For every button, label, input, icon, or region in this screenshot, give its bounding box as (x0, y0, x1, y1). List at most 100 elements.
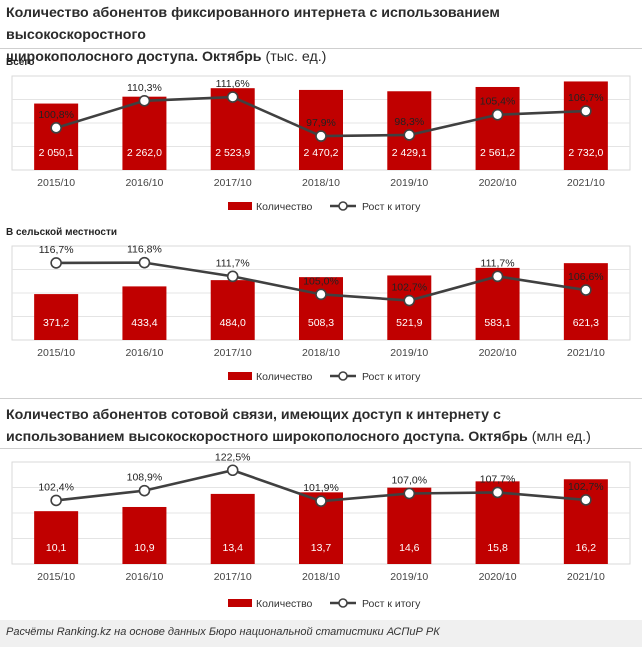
legend-line-marker (338, 201, 348, 211)
line-marker (315, 495, 327, 507)
x-tick-label: 2015/10 (37, 571, 75, 583)
line-marker (50, 122, 62, 134)
legend-line-label: Рост к итогу (362, 371, 421, 383)
line-marker (138, 94, 151, 107)
x-tick-label: 2021/10 (567, 177, 605, 189)
bar (299, 277, 343, 340)
line-marker (491, 270, 504, 283)
bar-value-label: 2 561,2 (480, 147, 515, 159)
source-note: Расчёты Ranking.kz на основе данных Бюро… (6, 626, 440, 638)
title-unit: (млн ед.) (531, 429, 591, 445)
x-tick-label: 2020/10 (479, 347, 517, 359)
legend-bar-swatch (228, 599, 252, 607)
divider (0, 448, 642, 449)
line-value-label: 102,7% (391, 282, 427, 294)
chart-mobile: 10,1 10,9 13,4 13,7 14,6 15,8 16,2 2015/10 2016/… (11, 451, 631, 610)
bar-value-label: 13,4 (222, 542, 243, 554)
line-value-label: 98,3% (394, 116, 424, 128)
bar-value-label: 10,1 (46, 542, 67, 554)
line-value-label: 107,0% (391, 475, 427, 487)
line-marker (491, 486, 504, 499)
line-marker (580, 494, 592, 506)
line-value-label: 106,6% (568, 271, 604, 283)
x-tick-label: 2018/10 (302, 347, 340, 359)
line-marker (491, 108, 504, 121)
bar-value-label: 621,3 (573, 317, 599, 329)
bar (563, 81, 608, 170)
chart-title-mobile-internet: Количество абонентов сотовой связи, имею… (6, 404, 591, 448)
bar-value-label: 2 523,9 (215, 147, 250, 159)
line-marker (226, 270, 239, 283)
line-marker (580, 284, 592, 296)
bar (210, 280, 255, 340)
bar (34, 511, 79, 564)
line-value-label: 105,4% (480, 96, 516, 108)
x-tick-label: 2016/10 (125, 177, 163, 189)
x-tick-label: 2019/10 (390, 347, 428, 359)
line-value-label: 102,7% (568, 481, 604, 493)
bar-value-label: 2 470,2 (303, 147, 338, 159)
x-tick-label: 2021/10 (567, 347, 605, 359)
line-value-label: 110,3% (127, 82, 162, 94)
x-tick-label: 2018/10 (302, 177, 340, 189)
line-marker (138, 256, 151, 269)
bar-value-label: 484,0 (220, 317, 246, 329)
line-marker (50, 257, 62, 269)
divider (0, 48, 642, 49)
line-value-label: 122,5% (215, 451, 251, 463)
line-marker (315, 130, 327, 142)
x-tick-label: 2021/10 (567, 571, 605, 583)
x-tick-label: 2019/10 (390, 177, 428, 189)
chart-rural: 371,2 433,4 484,0 508,3 521,9 583,1 621,3 2015/… (11, 244, 631, 383)
x-tick-label: 2017/10 (214, 571, 252, 583)
legend-bar-label: Количество (256, 201, 313, 213)
bar (563, 479, 608, 564)
x-tick-label: 2015/10 (37, 177, 75, 189)
bar-value-label: 13,7 (311, 542, 332, 554)
bar-value-label: 16,2 (576, 542, 597, 554)
x-tick-label: 2018/10 (302, 571, 340, 583)
x-tick-label: 2017/10 (214, 177, 252, 189)
legend-bar-label: Количество (256, 371, 313, 383)
legend-line-marker (338, 598, 348, 608)
bar (122, 506, 167, 564)
line-value-label: 106,7% (568, 92, 604, 104)
line-value-label: 101,9% (303, 482, 339, 494)
legend-bar-swatch (228, 372, 252, 380)
x-tick-label: 2016/10 (125, 347, 163, 359)
line-marker (403, 487, 416, 500)
bar (387, 487, 432, 564)
bar-value-label: 2 732,0 (568, 147, 603, 159)
line-value-label: 105,0% (303, 275, 339, 287)
line-value-label: 116,7% (39, 244, 74, 256)
legend-line-marker (338, 371, 348, 381)
x-tick-label: 2016/10 (125, 571, 163, 583)
line-value-label: 108,9% (127, 472, 163, 484)
x-tick-label: 2015/10 (37, 347, 75, 359)
bar (387, 275, 432, 340)
line-marker (315, 288, 327, 301)
bar-value-label: 583,1 (484, 317, 510, 329)
x-tick-label: 2017/10 (214, 347, 252, 359)
line-marker (226, 464, 239, 477)
chart-title-fixed-internet: Количество абонентов фиксированного инте… (6, 2, 642, 68)
bar-value-label: 10,9 (134, 542, 155, 554)
bar (563, 263, 608, 340)
chart-total: 2 050,1 2 262,0 2 523,9 2 470,2 2 429,1 2 561… (11, 75, 631, 213)
bar-value-label: 2 429,1 (392, 147, 427, 159)
title-line2: использованием высокоскоростного широкоп… (6, 429, 528, 445)
bar (122, 96, 167, 170)
bar-value-label: 15,8 (487, 542, 508, 554)
bar-value-label: 14,6 (399, 542, 420, 554)
bar (34, 294, 79, 340)
line-value-label: 111,7% (216, 257, 250, 269)
line-value-label: 97,9% (306, 117, 336, 129)
line-marker (580, 105, 592, 117)
bar-value-label: 508,3 (308, 317, 334, 329)
line-value-label: 102,4% (38, 481, 74, 493)
bar-value-label: 371,2 (43, 317, 69, 329)
title-unit: (тыс. ед.) (265, 49, 327, 65)
footer-bar (0, 620, 642, 647)
subtitle-rural: В сельской местности (6, 227, 118, 238)
title-line1: Количество абонентов фиксированного инте… (6, 5, 500, 43)
